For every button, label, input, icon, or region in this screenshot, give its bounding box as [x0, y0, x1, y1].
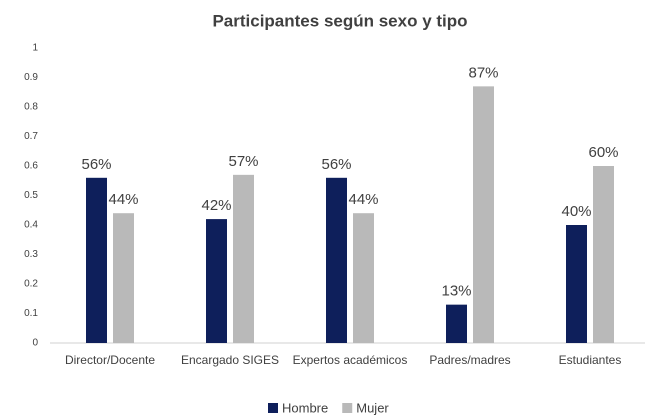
x-tick-label: Director/Docente: [65, 353, 155, 367]
bar: [86, 177, 107, 343]
y-tick-label: 0.4: [24, 220, 38, 231]
legend-label: Hombre: [282, 400, 328, 415]
y-tick-label: 0.5: [24, 190, 38, 201]
y-tick-label: 0.2: [24, 279, 38, 290]
bar: [446, 304, 467, 343]
bar: [593, 166, 614, 343]
legend-swatch: [342, 403, 353, 413]
data-label: 57%: [228, 153, 258, 170]
legend-label: Mujer: [356, 400, 389, 415]
y-tick-label: 0.8: [24, 102, 38, 113]
data-label: 40%: [561, 203, 591, 220]
data-label: 42%: [201, 197, 231, 214]
bar: [206, 219, 227, 343]
y-tick-label: 0.3: [24, 249, 38, 260]
bar: [113, 213, 134, 343]
bar: [233, 174, 254, 343]
data-label: 44%: [108, 191, 138, 208]
y-tick-label: 0.1: [24, 308, 38, 319]
data-label: 56%: [321, 156, 351, 173]
y-tick-label: 1: [32, 43, 38, 54]
bar: [473, 86, 494, 343]
y-tick-label: 0: [32, 338, 38, 349]
x-tick-label: Expertos académicos: [293, 353, 408, 367]
bar: [566, 225, 587, 343]
chart-title: Participantes según sexo y tipo: [212, 11, 467, 30]
data-label: 87%: [468, 64, 498, 81]
y-tick-label: 0.7: [24, 131, 38, 142]
x-tick-label: Padres/madres: [429, 353, 510, 367]
y-tick-label: 0.6: [24, 161, 38, 172]
legend-swatch: [268, 403, 278, 413]
bar: [353, 213, 374, 343]
bar: [326, 177, 347, 343]
data-label: 56%: [81, 156, 111, 173]
x-tick-label: Encargado SIGES: [181, 353, 279, 367]
data-label: 60%: [588, 144, 618, 161]
data-label: 44%: [348, 191, 378, 208]
data-label: 13%: [441, 283, 471, 300]
y-tick-label: 0.9: [24, 72, 38, 83]
x-tick-label: Estudiantes: [559, 353, 622, 367]
